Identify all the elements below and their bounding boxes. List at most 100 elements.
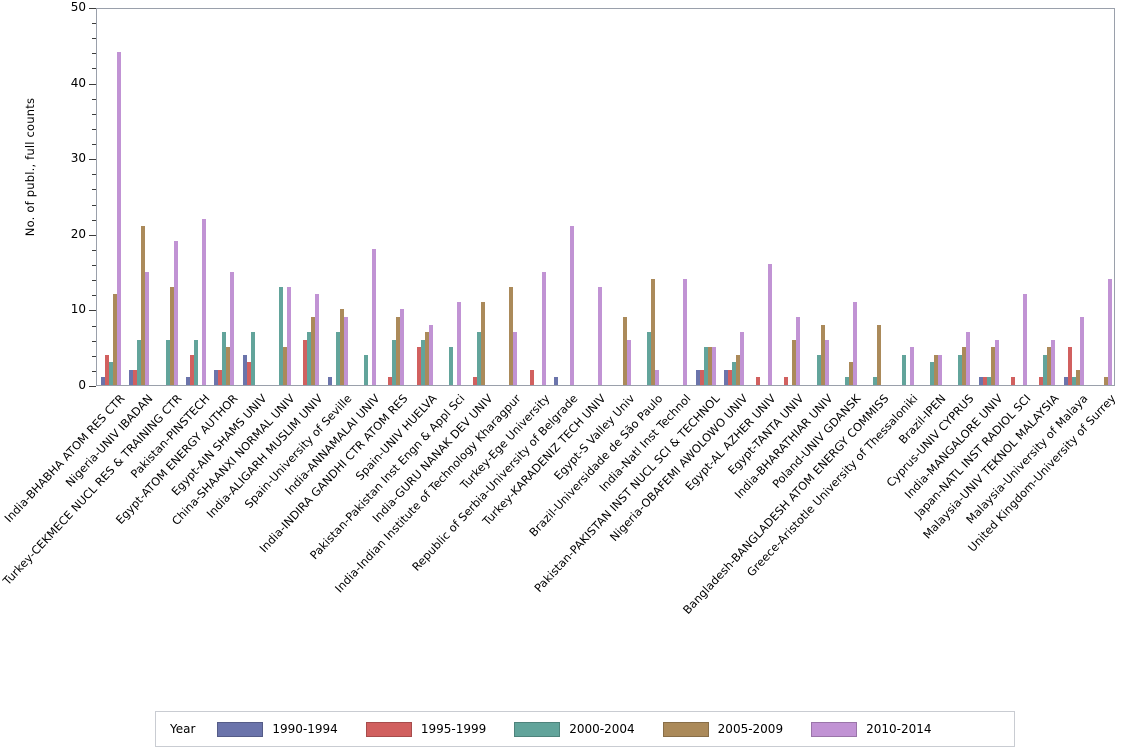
bar bbox=[343, 316, 348, 385]
bar bbox=[768, 264, 773, 385]
y-axis-minor-tick bbox=[92, 53, 96, 55]
y-axis-title: No. of publ., full counts bbox=[23, 97, 37, 237]
bar bbox=[477, 332, 482, 385]
bar bbox=[282, 347, 287, 385]
bar bbox=[218, 369, 223, 385]
bar bbox=[509, 286, 514, 385]
y-axis-minor-tick bbox=[92, 38, 96, 40]
bar bbox=[699, 369, 704, 385]
plot-area bbox=[96, 8, 1115, 386]
y-axis-tick-label: 20 bbox=[70, 226, 86, 241]
bar bbox=[646, 332, 651, 385]
bar bbox=[711, 347, 716, 385]
bar bbox=[654, 369, 659, 385]
bar bbox=[990, 347, 995, 385]
bar bbox=[816, 354, 821, 385]
bar bbox=[339, 309, 344, 385]
bar bbox=[105, 354, 110, 385]
bar bbox=[327, 377, 332, 385]
legend-item[interactable]: 2000-2004 bbox=[514, 721, 635, 737]
bar bbox=[873, 377, 878, 385]
bar bbox=[796, 316, 801, 385]
x-axis-category-labels: India-BHABHA ATOM RES CTR Nigeria-UNIV IB… bbox=[0, 386, 1134, 696]
bar bbox=[707, 347, 712, 385]
bar bbox=[307, 332, 312, 385]
bar bbox=[1051, 339, 1056, 385]
bar bbox=[570, 226, 575, 385]
bar bbox=[541, 271, 546, 385]
bar bbox=[363, 354, 368, 385]
y-axis-minor-tick bbox=[92, 280, 96, 282]
bar bbox=[202, 218, 207, 385]
bar bbox=[473, 377, 478, 385]
bar bbox=[1022, 294, 1027, 385]
bar bbox=[392, 339, 397, 385]
bar bbox=[938, 354, 942, 385]
bar bbox=[820, 324, 825, 385]
bar bbox=[194, 339, 199, 385]
bar bbox=[901, 354, 906, 385]
bar bbox=[371, 248, 376, 385]
y-axis-tick-label: 0 bbox=[78, 378, 86, 392]
legend-item[interactable]: 2010-2014 bbox=[811, 721, 932, 737]
y-axis-minor-tick bbox=[92, 23, 96, 25]
bar bbox=[1010, 377, 1015, 385]
bar bbox=[222, 332, 227, 385]
y-axis-major-tick bbox=[89, 159, 96, 161]
bar bbox=[1071, 377, 1076, 385]
legend-item[interactable]: 1990-1994 bbox=[217, 721, 338, 737]
bar bbox=[481, 301, 486, 385]
y-axis-tick-label: 30 bbox=[70, 151, 86, 166]
bar bbox=[962, 347, 967, 385]
y-axis-minor-tick bbox=[92, 68, 96, 70]
legend-swatch bbox=[811, 721, 858, 737]
bar bbox=[958, 354, 963, 385]
bar bbox=[529, 369, 534, 385]
bar bbox=[849, 362, 854, 385]
bar bbox=[186, 377, 191, 385]
y-axis-minor-tick bbox=[92, 340, 96, 342]
y-axis-minor-tick bbox=[92, 325, 96, 327]
bar bbox=[723, 369, 728, 385]
legend-item[interactable]: 2005-2009 bbox=[662, 721, 783, 737]
y-axis-minor-tick bbox=[92, 249, 96, 251]
bar bbox=[335, 332, 340, 385]
y-axis-minor-tick bbox=[92, 355, 96, 357]
bar bbox=[909, 347, 914, 385]
bar bbox=[877, 324, 882, 385]
bars-layer bbox=[97, 9, 1114, 385]
legend-items: 1990-1994 1995-1999 2000-2004 2005-2009 2010… bbox=[217, 721, 959, 737]
bar bbox=[428, 324, 433, 385]
bar bbox=[650, 279, 655, 385]
y-axis-minor-tick bbox=[92, 295, 96, 297]
bar bbox=[1047, 347, 1052, 385]
y-axis-major-tick bbox=[89, 83, 96, 85]
bar bbox=[703, 347, 708, 385]
bar bbox=[448, 347, 453, 385]
bar bbox=[1079, 316, 1084, 385]
bar bbox=[784, 377, 789, 385]
bar bbox=[934, 354, 938, 385]
bar bbox=[756, 377, 761, 385]
y-axis-major-tick bbox=[89, 234, 96, 236]
bar bbox=[982, 377, 987, 385]
legend-label: 2010-2014 bbox=[866, 722, 932, 736]
y-axis-minor-tick bbox=[92, 174, 96, 176]
bar bbox=[622, 316, 627, 385]
bar bbox=[731, 362, 736, 385]
y-axis-major-tick bbox=[89, 8, 96, 9]
y-axis-tick-label: 50 bbox=[70, 0, 86, 14]
y-axis-tick-label: 40 bbox=[70, 75, 86, 90]
bar bbox=[214, 369, 219, 385]
bar bbox=[1039, 377, 1044, 385]
bar bbox=[727, 369, 732, 385]
bar bbox=[388, 377, 393, 385]
y-axis-minor-tick bbox=[92, 265, 96, 267]
bar bbox=[683, 279, 688, 385]
bar bbox=[626, 339, 631, 385]
y-axis-minor-tick bbox=[92, 370, 96, 372]
legend-swatch bbox=[217, 721, 264, 737]
legend-item[interactable]: 1995-1999 bbox=[365, 721, 486, 737]
y-axis-minor-tick bbox=[92, 219, 96, 221]
